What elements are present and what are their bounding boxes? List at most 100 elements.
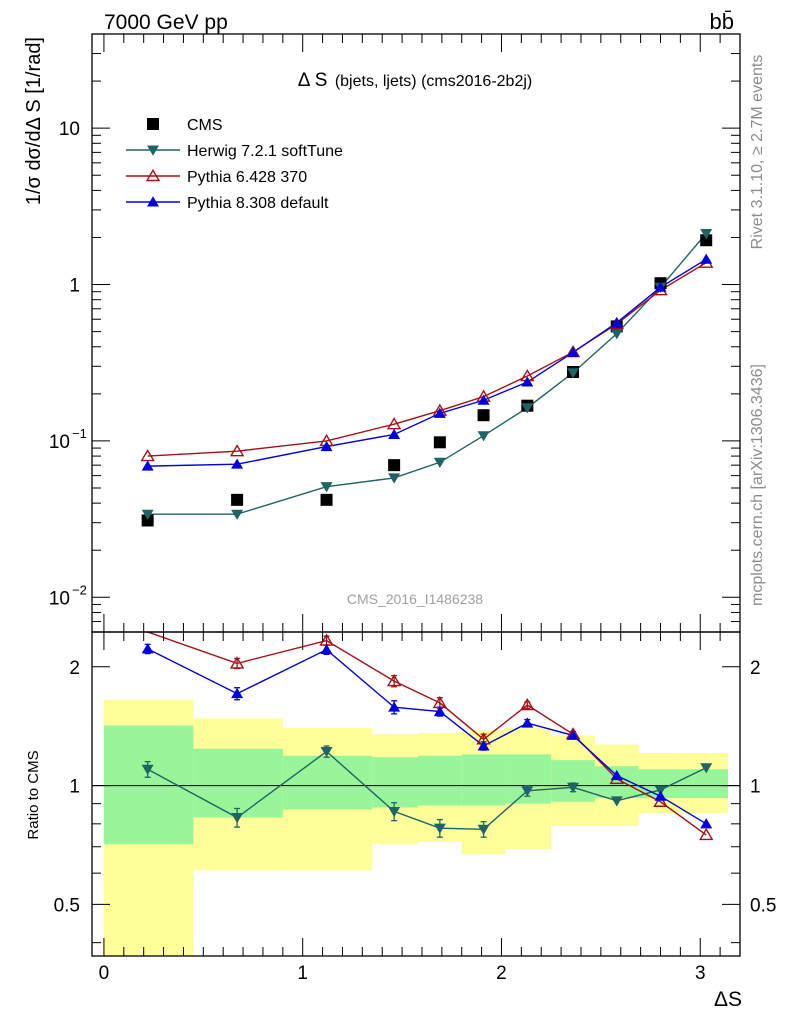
ratio-point-herwig-7-2-1-softtune bbox=[521, 786, 534, 797]
ratio-series-layer bbox=[141, 632, 714, 841]
x-tick-label: 0 bbox=[99, 963, 110, 984]
ratio-point-herwig-7-2-1-softtune bbox=[433, 823, 446, 834]
main-y-axis-title: 1/σ dσ/dΔ S [1/rad] bbox=[23, 37, 45, 205]
ratio-point-herwig-7-2-1-softtune bbox=[610, 796, 623, 807]
watermark: CMS_2016_I1486238 bbox=[347, 591, 483, 607]
x-ticks: 0 1 2 3 bbox=[99, 34, 741, 984]
main-point-pythia-8-308-default bbox=[320, 440, 333, 452]
main-title-detail: (bjets, ljets) (cms2016-2b2j) bbox=[335, 73, 532, 90]
main-line-herwig-7-2-1-softtune bbox=[147, 233, 707, 515]
main-point-herwig-7-2-1-softtune bbox=[567, 368, 580, 379]
main-series-layer bbox=[140, 229, 714, 527]
x-tick-label: 1 bbox=[297, 963, 308, 984]
band-green bbox=[505, 754, 552, 804]
band-green bbox=[193, 748, 283, 818]
main-point-cms bbox=[141, 514, 154, 527]
main-point-cms bbox=[388, 459, 401, 472]
main-point-pythia-8-308-default bbox=[477, 394, 490, 405]
main-point-herwig-7-2-1-softtune bbox=[231, 509, 244, 520]
ratio-point-pythia-8-308-default bbox=[654, 790, 667, 801]
x-tick-label: 2 bbox=[496, 963, 507, 984]
legend-marker-cms bbox=[147, 118, 159, 130]
ratio-point-herwig-7-2-1-softtune bbox=[700, 763, 713, 774]
main-point-herwig-7-2-1-softtune bbox=[320, 482, 333, 493]
main-line-pythia-6-428-370 bbox=[147, 262, 707, 457]
main-point-cms bbox=[231, 493, 244, 506]
main-y-tick-label: 10 bbox=[59, 119, 80, 140]
legend-marker-pythia-8-308-default bbox=[147, 196, 159, 207]
ratio-y-tick-label-left: 0.5 bbox=[54, 895, 80, 916]
ratio-y-axis-title: Ratio to CMS bbox=[25, 750, 42, 839]
ratio-y-tick-label-right: 1 bbox=[750, 777, 761, 798]
main-y-tick-exponent: −1 bbox=[72, 426, 87, 441]
main-point-cms bbox=[477, 409, 490, 422]
ratio-y-ticks: 0.5 0.5 1 1 2 2 bbox=[54, 658, 776, 944]
main-point-herwig-7-2-1-softtune bbox=[388, 473, 401, 484]
ratio-point-pythia-6-428-370 bbox=[520, 697, 535, 711]
legend-marker-pythia-6-428-370 bbox=[145, 168, 161, 182]
ratio-point-pythia-8-308-default bbox=[388, 701, 401, 712]
main-point-herwig-7-2-1-softtune bbox=[700, 229, 713, 240]
main-point-cms bbox=[320, 493, 333, 506]
ratio-point-pythia-8-308-default bbox=[567, 729, 580, 740]
band-green bbox=[372, 757, 418, 808]
ratio-point-pythia-6-428-370 bbox=[698, 827, 714, 841]
main-point-pythia-6-428-370 bbox=[386, 417, 402, 430]
ratio-point-pythia-8-308-default bbox=[700, 818, 713, 829]
main-line-pythia-8-308-default bbox=[147, 258, 707, 467]
legend-label-cms: CMS bbox=[187, 117, 223, 134]
main-point-pythia-8-308-default bbox=[433, 407, 446, 418]
ratio-point-pythia-8-308-default bbox=[231, 687, 244, 699]
legend-label-pythia-6-428-370: Pythia 6.428 370 bbox=[187, 169, 307, 186]
main-point-herwig-7-2-1-softtune bbox=[610, 329, 623, 340]
main-point-herwig-7-2-1-softtune bbox=[521, 403, 534, 414]
band-green bbox=[417, 755, 462, 806]
ratio-point-herwig-7-2-1-softtune bbox=[320, 747, 333, 758]
main-title: Δ S (bjets, ljets) (cms2016-2b2j) bbox=[298, 70, 532, 91]
main-point-herwig-7-2-1-softtune bbox=[477, 431, 490, 442]
x-axis-title: ΔS bbox=[714, 988, 742, 1011]
ratio-y-tick-label-left: 2 bbox=[69, 658, 80, 679]
ratio-y-tick-label-right: 2 bbox=[750, 658, 761, 679]
main-point-cms bbox=[433, 436, 446, 449]
ratio-y-tick-label-right: 0.5 bbox=[750, 895, 776, 916]
main-point-pythia-8-308-default bbox=[521, 376, 534, 387]
band-green bbox=[461, 754, 506, 806]
ratio-point-pythia-8-308-default bbox=[610, 769, 623, 781]
main-point-pythia-8-308-default bbox=[610, 317, 623, 328]
main-point-pythia-8-308-default bbox=[654, 281, 667, 292]
ratio-point-pythia-8-308-default bbox=[141, 643, 154, 654]
ratio-point-pythia-8-308-default bbox=[320, 643, 333, 655]
ratio-point-herwig-7-2-1-softtune bbox=[141, 764, 154, 775]
ratio-point-herwig-7-2-1-softtune bbox=[388, 806, 401, 818]
band-green bbox=[682, 769, 729, 799]
side-label-mcplots: mcplots.cern.ch [arXiv:1306.3436] bbox=[749, 364, 766, 606]
main-title-symbol: Δ S bbox=[298, 70, 328, 91]
ratio-point-pythia-6-428-370 bbox=[386, 673, 402, 687]
legend: CMS Herwig 7.2.1 softTune Pythia 6.428 370… bbox=[126, 117, 343, 212]
main-point-herwig-7-2-1-softtune bbox=[433, 457, 446, 468]
main-y-tick-label: 10 bbox=[49, 432, 70, 453]
ratio-point-herwig-7-2-1-softtune bbox=[567, 782, 580, 794]
main-y-tick-exponent: −2 bbox=[72, 582, 87, 597]
header-right: bb̄ bbox=[710, 9, 734, 34]
ratio-point-herwig-7-2-1-softtune bbox=[477, 824, 490, 835]
main-point-pythia-8-308-default bbox=[231, 458, 244, 469]
band-green bbox=[282, 755, 373, 810]
ratio-point-pythia-8-308-default bbox=[433, 705, 446, 717]
ratio-point-pythia-8-308-default bbox=[477, 740, 490, 751]
ratio-point-pythia-8-308-default bbox=[521, 717, 534, 728]
main-point-pythia-8-308-default bbox=[388, 428, 401, 439]
main-point-cms bbox=[700, 234, 713, 247]
main-point-pythia-8-308-default bbox=[700, 253, 713, 264]
legend-label-pythia-8-308-default: Pythia 8.308 default bbox=[187, 195, 329, 212]
header-left: 7000 GeV pp bbox=[104, 11, 228, 34]
legend-marker-herwig-7-2-1-softtune bbox=[147, 145, 159, 156]
side-label-rivet: Rivet 3.1.10, ≥ 2.7M events bbox=[749, 55, 766, 250]
main-y-tick-label: 1 bbox=[69, 276, 80, 297]
ratio-uncertainty-bands bbox=[103, 699, 729, 956]
legend-label-herwig-7-2-1-softtune: Herwig 7.2.1 softTune bbox=[187, 143, 343, 160]
ratio-y-tick-label-left: 1 bbox=[69, 777, 80, 798]
